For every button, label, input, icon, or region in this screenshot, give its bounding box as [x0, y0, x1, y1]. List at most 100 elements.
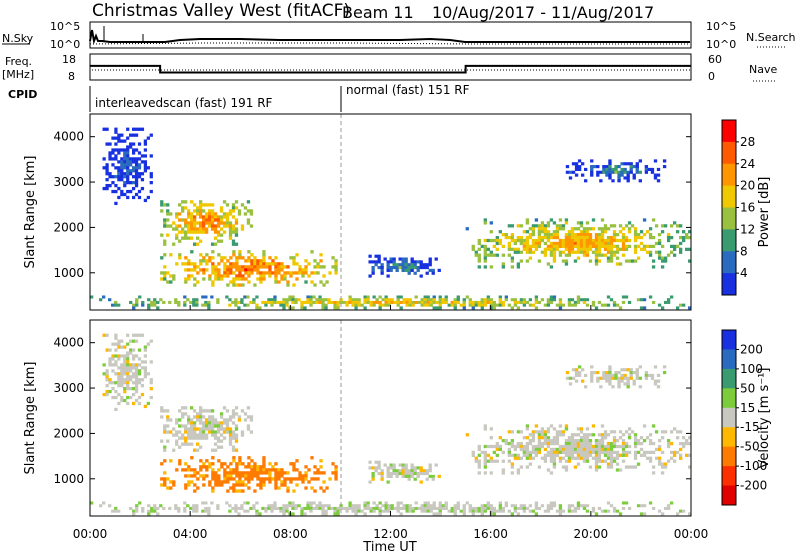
- echo-cell: [495, 459, 499, 463]
- echo-cell: [216, 430, 221, 434]
- echo-cell: [315, 300, 319, 304]
- echo-cell: [205, 474, 209, 478]
- echo-cell: [255, 501, 259, 505]
- echo-cell: [552, 221, 557, 225]
- echo-cell: [561, 444, 566, 449]
- echo-cell: [564, 465, 569, 469]
- echo-cell: [274, 462, 278, 466]
- echo-cell: [632, 176, 636, 180]
- echo-cell: [368, 480, 372, 484]
- echo-cell: [395, 265, 399, 270]
- echo-cell: [531, 230, 536, 234]
- echo-cell: [654, 430, 659, 434]
- echo-cell: [528, 256, 533, 260]
- echo-cell: [666, 238, 671, 243]
- echo-cell: [561, 465, 566, 469]
- echo-cell: [507, 224, 511, 228]
- echo-cell: [282, 512, 286, 516]
- echo-cell: [204, 509, 208, 513]
- echo-cell: [507, 244, 511, 249]
- echo-cell: [573, 259, 578, 263]
- echo-cell: [615, 256, 620, 260]
- echo-cell: [516, 444, 521, 449]
- echo-cell: [558, 459, 563, 463]
- echo-cell: [564, 262, 569, 266]
- echo-cell: [657, 439, 662, 443]
- echo-cell: [183, 295, 187, 299]
- time-axis: 00:00 04:00 08:00 12:00 16:00 20:00 00:00: [73, 305, 708, 541]
- echo-cell: [183, 506, 187, 510]
- echo-cell: [624, 238, 629, 243]
- echo-cell: [428, 463, 432, 467]
- echo-cell: [240, 409, 245, 413]
- echo-cell: [546, 244, 551, 249]
- echo-cell: [111, 151, 115, 155]
- echo-cell: [666, 233, 671, 237]
- echo-cell: [528, 298, 533, 302]
- echo-cell: [223, 480, 227, 484]
- echo-cell: [471, 244, 475, 249]
- echo-cell: [295, 483, 299, 487]
- echo-cell: [606, 303, 611, 307]
- echo-cell: [567, 459, 572, 463]
- echo-cell: [568, 176, 573, 180]
- echo-cell: [624, 244, 629, 249]
- echo-cell: [392, 471, 396, 476]
- echo-cell: [253, 468, 257, 472]
- echo-cell: [600, 424, 605, 428]
- echo-cell: [198, 436, 203, 440]
- echo-cell: [310, 456, 314, 460]
- echo-cell: [522, 238, 527, 243]
- echo-cell: [528, 441, 533, 446]
- echo-cell: [402, 298, 406, 302]
- echo-cell: [612, 436, 617, 440]
- echo-cell: [438, 300, 442, 304]
- echo-cell: [392, 257, 396, 261]
- echo-cell: [319, 471, 323, 475]
- echo-cell: [163, 480, 167, 484]
- echo-cell: [564, 253, 569, 257]
- echo-cell: [262, 253, 266, 257]
- echo-cell: [201, 209, 206, 213]
- echo-cell: [549, 441, 554, 446]
- echo-cell: [633, 456, 638, 460]
- echo-cell: [220, 274, 224, 278]
- echo-cell: [573, 238, 578, 243]
- echo-cell: [253, 256, 257, 260]
- echo-cell: [407, 265, 411, 270]
- echo-cell: [178, 430, 182, 434]
- echo-cell: [123, 366, 127, 370]
- echo-cell: [585, 298, 590, 302]
- echo-cell: [184, 436, 188, 440]
- echo-cell: [389, 268, 393, 272]
- echo-cell: [377, 460, 381, 464]
- echo-cell: [495, 238, 499, 243]
- echo-cell: [609, 241, 614, 246]
- echo-cell: [552, 465, 557, 469]
- echo-cell: [570, 233, 575, 237]
- echo-cell: [401, 469, 405, 473]
- echo-cell: [657, 509, 662, 513]
- echo-cell: [295, 271, 299, 275]
- echo-cell: [172, 483, 176, 487]
- echo-cell: [354, 504, 358, 508]
- echo-cell: [573, 303, 578, 307]
- echo-cell: [306, 504, 310, 508]
- echo-cell: [570, 444, 575, 449]
- echo-cell: [663, 300, 668, 304]
- echo-cell: [134, 389, 139, 394]
- echo-cell: [626, 176, 630, 180]
- echo-cell: [137, 172, 142, 176]
- echo-cell: [280, 277, 284, 281]
- echo-cell: [540, 298, 545, 302]
- echo-cell: [381, 509, 385, 513]
- echo-cell: [555, 509, 560, 513]
- echo-cell: [216, 504, 220, 508]
- echo-cell: [222, 215, 227, 219]
- echo-cell: [204, 295, 208, 299]
- echo-cell: [483, 247, 487, 251]
- echo-cell: [666, 235, 671, 240]
- echo-cell: [211, 474, 215, 478]
- echo-cell: [537, 506, 542, 510]
- echo-cell: [633, 247, 638, 251]
